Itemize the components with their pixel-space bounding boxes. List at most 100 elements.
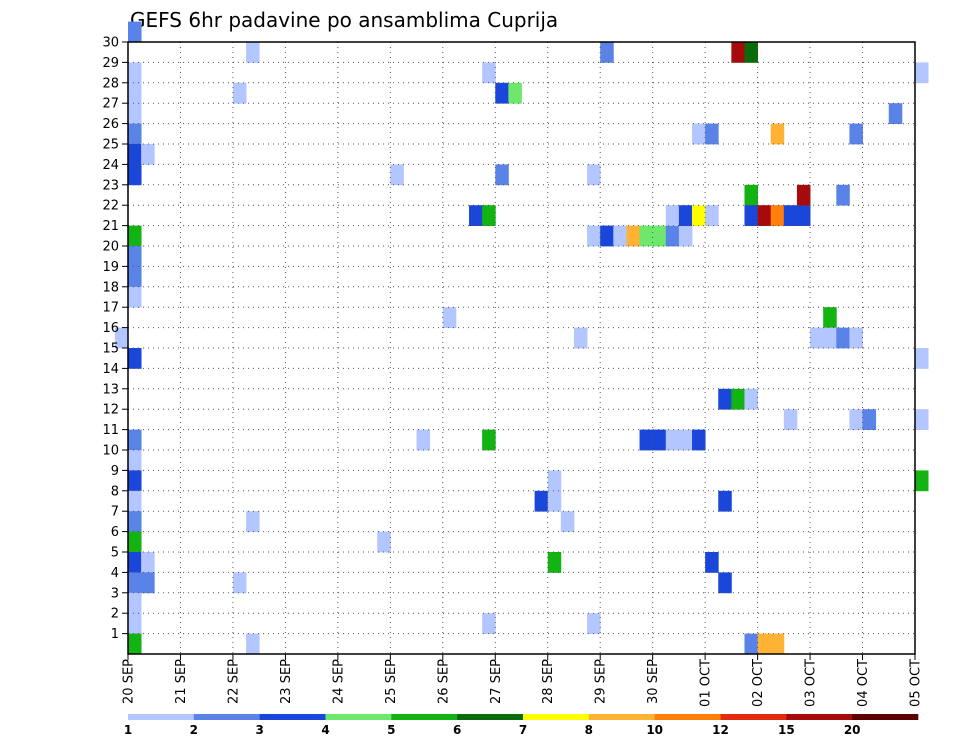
cell [678, 205, 693, 226]
cell [783, 205, 798, 226]
cell [770, 205, 785, 226]
x-tick-label: 26 SEP [436, 659, 451, 704]
cell [495, 164, 509, 186]
cell [744, 633, 758, 655]
legend-swatch [720, 714, 787, 720]
cell [128, 286, 142, 308]
cell [757, 205, 772, 226]
cell [849, 327, 863, 349]
cell [692, 123, 706, 145]
cell [587, 225, 601, 247]
cell [482, 62, 496, 84]
cell [141, 144, 155, 165]
cell [705, 123, 719, 145]
legend-label: 5 [387, 723, 395, 737]
cell [757, 633, 772, 655]
cell [600, 42, 614, 63]
cell [547, 470, 562, 492]
y-tick-label: 17 [102, 301, 119, 316]
cell [128, 450, 142, 471]
y-tick-label: 10 [102, 444, 119, 459]
cell [141, 572, 155, 594]
cell [128, 225, 142, 247]
cell [718, 572, 732, 594]
cell [836, 184, 850, 206]
y-tick-label: 13 [102, 382, 119, 397]
cell [810, 327, 824, 349]
cell [888, 103, 903, 124]
y-tick-label: 18 [102, 280, 119, 295]
cell [652, 429, 667, 451]
cell [652, 225, 667, 247]
cell [836, 327, 850, 349]
legend-swatch [128, 714, 195, 720]
legend-swatch [852, 714, 919, 720]
x-tick-label: 02 OCT [751, 659, 766, 707]
cell [377, 531, 391, 553]
cell [678, 225, 693, 247]
cell [678, 429, 693, 451]
cell [783, 409, 798, 430]
x-tick-label: 21 SEP [174, 659, 189, 704]
x-tick-label: 22 SEP [226, 659, 241, 704]
cell [587, 613, 601, 634]
cell [665, 205, 680, 226]
color-legend: 1 2 3 4 5 6 7 8 10 12 15 20 [124, 714, 919, 737]
x-tick-label: 25 SEP [384, 659, 399, 704]
cell [128, 633, 142, 655]
cell [587, 164, 601, 186]
cell [128, 592, 142, 614]
x-tick-label: 30 SEP [646, 659, 661, 704]
legend-swatch [457, 714, 524, 720]
cell [626, 225, 640, 247]
legend-swatch [654, 714, 721, 720]
cell [128, 572, 142, 594]
cell [114, 327, 129, 349]
y-tick-label: 27 [102, 97, 119, 112]
y-tick-label: 20 [102, 240, 119, 255]
cell [416, 429, 431, 451]
y-tick-label: 11 [102, 423, 119, 438]
cell [692, 205, 706, 226]
x-tick-label: 29 SEP [594, 659, 609, 704]
cell [796, 184, 811, 206]
cell [141, 552, 155, 573]
y-tick-label: 21 [102, 219, 119, 234]
cell [915, 409, 929, 430]
cell [849, 123, 863, 145]
cell [796, 205, 811, 226]
cell [613, 225, 627, 247]
cell [232, 82, 247, 104]
cell [128, 62, 142, 84]
x-tick-label: 01 OCT [699, 659, 714, 707]
cell [744, 42, 758, 63]
legend-swatch [588, 714, 655, 720]
cell [508, 82, 522, 104]
cell [128, 123, 142, 145]
legend-swatch [391, 714, 458, 720]
x-tick-label: 27 SEP [489, 659, 504, 704]
cell [482, 205, 496, 226]
cell [862, 409, 877, 430]
y-tick-label: 3 [111, 586, 119, 601]
x-tick-label: 20 SEP [122, 659, 137, 704]
legend-label: 20 [844, 723, 861, 737]
cell [639, 429, 654, 451]
cell [915, 470, 929, 492]
legend-swatch [786, 714, 853, 720]
cell [442, 307, 457, 328]
cell [639, 225, 654, 247]
legend-label: 12 [712, 723, 729, 737]
cells-layer [114, 21, 929, 655]
cell [128, 21, 142, 43]
cell [128, 103, 142, 124]
cell [482, 429, 496, 451]
y-tick-label: 4 [111, 566, 119, 581]
y-tick-label: 30 [102, 36, 119, 51]
cell [744, 205, 758, 226]
cell [128, 531, 142, 553]
cell [692, 429, 706, 451]
legend-swatch [259, 714, 326, 720]
y-tick-label: 7 [111, 505, 119, 520]
legend-label: 15 [778, 723, 795, 737]
